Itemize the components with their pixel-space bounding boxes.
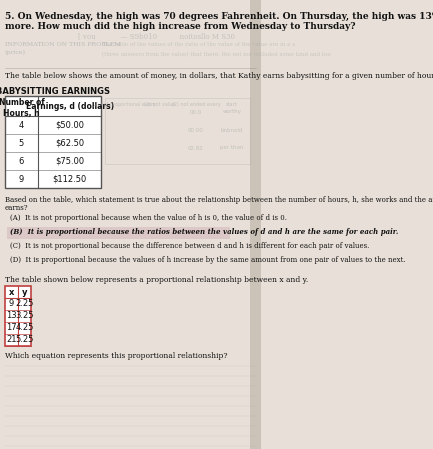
Text: x: x	[9, 288, 14, 297]
Text: y: y	[22, 288, 27, 297]
Text: 4.25: 4.25	[16, 323, 34, 333]
Bar	[5, 286, 31, 346]
Text: The table of the values of the ratio of the value of the value are in a s: The table of the values of the ratio of …	[103, 42, 296, 47]
Text: Number of
Hours, h: Number of Hours, h	[0, 98, 44, 118]
Text: bnbnold: bnbnold	[221, 128, 243, 132]
Text: 17: 17	[6, 323, 17, 333]
Text: $50.00: $50.00	[55, 120, 84, 129]
Text: 00.0: 00.0	[190, 110, 202, 114]
Text: (D)  It is proportional because the values of h increase by the same amount from: (D) It is proportional because the value…	[10, 256, 405, 264]
Text: BABYSITTING EARNINGS: BABYSITTING EARNINGS	[0, 87, 110, 96]
Text: (A)  It is not proportional because when the value of h is 0, the value of d is : (A) It is not proportional because when …	[10, 214, 287, 222]
Text: $62.50: $62.50	[55, 138, 84, 148]
Text: 00.00: 00.00	[188, 128, 204, 132]
Text: 4: 4	[19, 120, 24, 129]
Text: (C)  It is not proportional because the difference between d and h is different : (C) It is not proportional because the d…	[10, 242, 369, 250]
Text: 9: 9	[19, 175, 24, 184]
Text: (2) not proportional every: (2) not proportional every	[92, 102, 155, 107]
Text: (price): (price)	[5, 50, 26, 55]
Bar	[250, 0, 261, 449]
Text: 2.25: 2.25	[16, 299, 34, 308]
Text: worthy: worthy	[223, 110, 242, 114]
Text: The table below shows the amount of money, in dollars, that Kathy earns babysitt: The table below shows the amount of mone…	[5, 72, 433, 80]
Text: 5.25: 5.25	[16, 335, 34, 344]
Text: start: start	[226, 102, 238, 107]
Text: Which equation represents this proportional relationship?: Which equation represents this proportio…	[5, 352, 227, 360]
Text: more. How much did the high increase from Wednesday to Thursday?: more. How much did the high increase fro…	[5, 22, 355, 31]
Text: 5. On Wednesday, the high was 70 degrees Fahrenheit. On Thursday, the high was 1: 5. On Wednesday, the high was 70 degrees…	[5, 12, 433, 21]
Text: $75.00: $75.00	[55, 157, 84, 166]
Text: $112.50: $112.50	[52, 175, 87, 184]
Text: INFORMATION ON THIS PROBLEM: INFORMATION ON THIS PROBLEM	[5, 42, 120, 47]
Text: (B)  It is proportional because the ratios between the values of d and h are the: (B) It is proportional because the ratio…	[10, 228, 398, 236]
Text: Earnings, d (dollars): Earnings, d (dollars)	[26, 102, 114, 111]
Text: Based on the table, which statement is true about the relationship between the n: Based on the table, which statement is t…	[5, 196, 433, 204]
Text: 6: 6	[19, 157, 24, 166]
Text: (three answers from the value) that there, the net not included some kind and to: (three answers from the value) that ther…	[103, 52, 331, 57]
Text: (2) not ended every: (2) not ended every	[171, 102, 220, 107]
Text: 21: 21	[6, 335, 17, 344]
Text: 5: 5	[19, 138, 24, 148]
Text: earns?: earns?	[5, 204, 29, 212]
Bar	[106, 98, 250, 164]
Text: 3.25: 3.25	[16, 312, 34, 321]
Text: [ vou           — S9b010          noitosllo M S30: [ vou — S9b010 noitosllo M S30	[78, 32, 236, 40]
Text: per than: per than	[220, 145, 244, 150]
Bar	[7, 227, 230, 239]
Text: 9: 9	[9, 299, 14, 308]
Bar	[5, 96, 101, 188]
Text: The table shown below represents a proportional relationship between x and y.: The table shown below represents a propo…	[5, 276, 308, 284]
Text: (2) not value: (2) not value	[144, 102, 175, 107]
Text: 13: 13	[6, 312, 17, 321]
Text: 02.82: 02.82	[188, 145, 204, 150]
